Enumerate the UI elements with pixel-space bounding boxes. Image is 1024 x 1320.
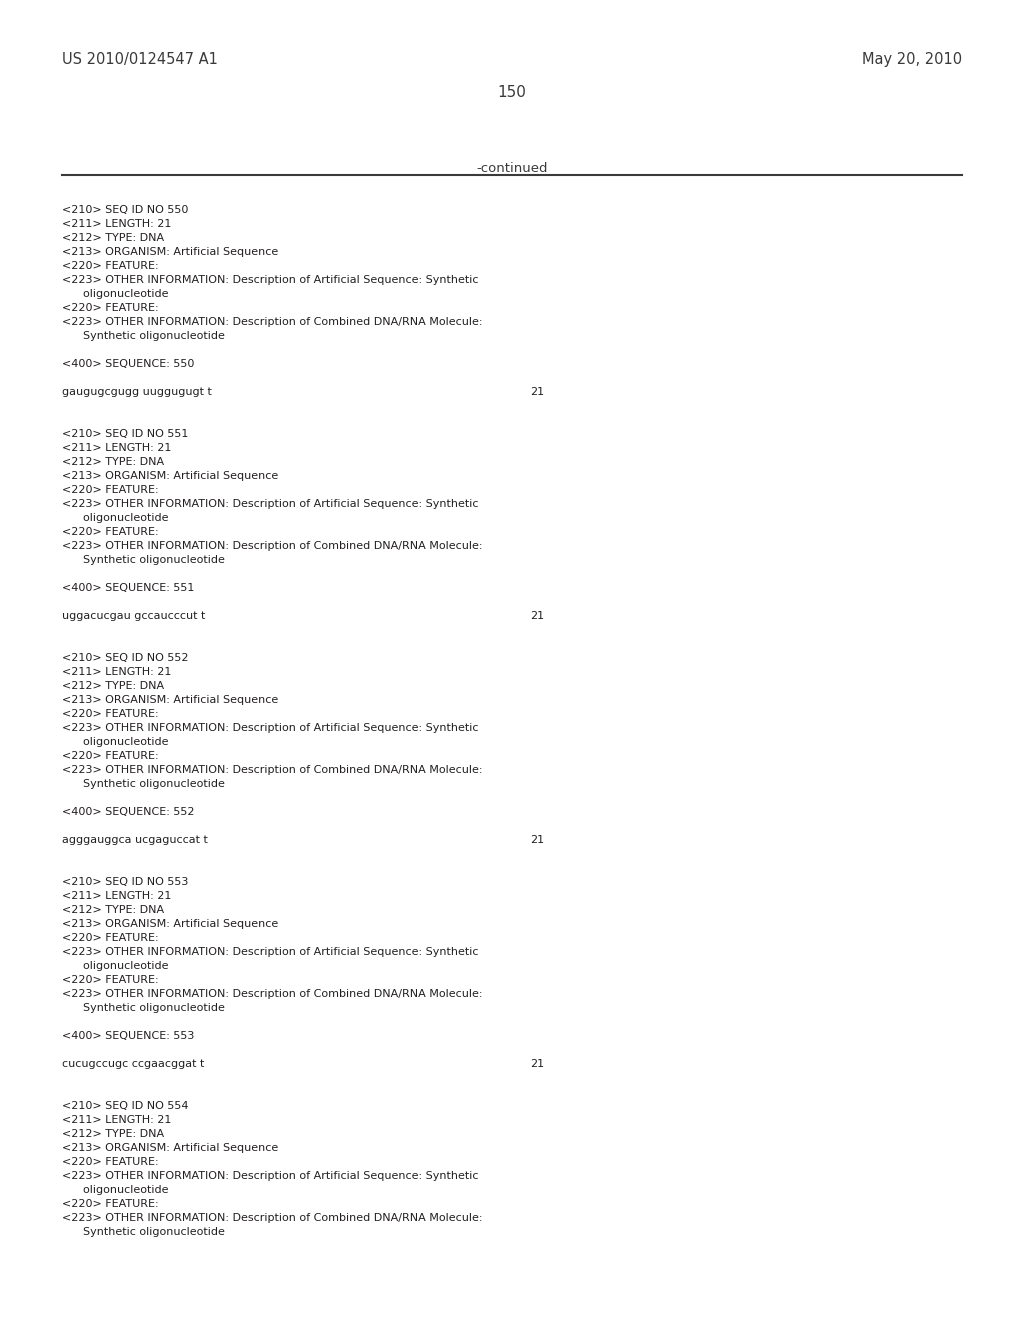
Text: oligonucleotide: oligonucleotide bbox=[62, 1185, 169, 1195]
Text: oligonucleotide: oligonucleotide bbox=[62, 961, 169, 972]
Text: <212> TYPE: DNA: <212> TYPE: DNA bbox=[62, 1129, 164, 1139]
Text: <213> ORGANISM: Artificial Sequence: <213> ORGANISM: Artificial Sequence bbox=[62, 1143, 279, 1152]
Text: <223> OTHER INFORMATION: Description of Artificial Sequence: Synthetic: <223> OTHER INFORMATION: Description of … bbox=[62, 1171, 478, 1181]
Text: <211> LENGTH: 21: <211> LENGTH: 21 bbox=[62, 1115, 171, 1125]
Text: <223> OTHER INFORMATION: Description of Combined DNA/RNA Molecule:: <223> OTHER INFORMATION: Description of … bbox=[62, 1213, 482, 1224]
Text: <220> FEATURE:: <220> FEATURE: bbox=[62, 484, 159, 495]
Text: <210> SEQ ID NO 552: <210> SEQ ID NO 552 bbox=[62, 653, 188, 663]
Text: Synthetic oligonucleotide: Synthetic oligonucleotide bbox=[62, 331, 225, 341]
Text: <210> SEQ ID NO 553: <210> SEQ ID NO 553 bbox=[62, 876, 188, 887]
Text: <212> TYPE: DNA: <212> TYPE: DNA bbox=[62, 681, 164, 690]
Text: <220> FEATURE:: <220> FEATURE: bbox=[62, 1199, 159, 1209]
Text: <213> ORGANISM: Artificial Sequence: <213> ORGANISM: Artificial Sequence bbox=[62, 247, 279, 257]
Text: <223> OTHER INFORMATION: Description of Combined DNA/RNA Molecule:: <223> OTHER INFORMATION: Description of … bbox=[62, 989, 482, 999]
Text: <223> OTHER INFORMATION: Description of Combined DNA/RNA Molecule:: <223> OTHER INFORMATION: Description of … bbox=[62, 317, 482, 327]
Text: <211> LENGTH: 21: <211> LENGTH: 21 bbox=[62, 444, 171, 453]
Text: US 2010/0124547 A1: US 2010/0124547 A1 bbox=[62, 51, 218, 67]
Text: <211> LENGTH: 21: <211> LENGTH: 21 bbox=[62, 667, 171, 677]
Text: <212> TYPE: DNA: <212> TYPE: DNA bbox=[62, 234, 164, 243]
Text: <213> ORGANISM: Artificial Sequence: <213> ORGANISM: Artificial Sequence bbox=[62, 696, 279, 705]
Text: cucugccugc ccgaacggat t: cucugccugc ccgaacggat t bbox=[62, 1059, 205, 1069]
Text: <223> OTHER INFORMATION: Description of Combined DNA/RNA Molecule:: <223> OTHER INFORMATION: Description of … bbox=[62, 541, 482, 550]
Text: May 20, 2010: May 20, 2010 bbox=[862, 51, 962, 67]
Text: uggacucgau gccaucccut t: uggacucgau gccaucccut t bbox=[62, 611, 206, 620]
Text: 150: 150 bbox=[498, 84, 526, 100]
Text: <211> LENGTH: 21: <211> LENGTH: 21 bbox=[62, 219, 171, 228]
Text: Synthetic oligonucleotide: Synthetic oligonucleotide bbox=[62, 779, 225, 789]
Text: agggauggca ucgaguccat t: agggauggca ucgaguccat t bbox=[62, 836, 208, 845]
Text: 21: 21 bbox=[530, 611, 544, 620]
Text: <220> FEATURE:: <220> FEATURE: bbox=[62, 261, 159, 271]
Text: oligonucleotide: oligonucleotide bbox=[62, 737, 169, 747]
Text: gaugugcgugg uuggugugt t: gaugugcgugg uuggugugt t bbox=[62, 387, 212, 397]
Text: <211> LENGTH: 21: <211> LENGTH: 21 bbox=[62, 891, 171, 902]
Text: 21: 21 bbox=[530, 1059, 544, 1069]
Text: oligonucleotide: oligonucleotide bbox=[62, 513, 169, 523]
Text: 21: 21 bbox=[530, 387, 544, 397]
Text: Synthetic oligonucleotide: Synthetic oligonucleotide bbox=[62, 1228, 225, 1237]
Text: <213> ORGANISM: Artificial Sequence: <213> ORGANISM: Artificial Sequence bbox=[62, 471, 279, 480]
Text: <210> SEQ ID NO 551: <210> SEQ ID NO 551 bbox=[62, 429, 188, 440]
Text: <212> TYPE: DNA: <212> TYPE: DNA bbox=[62, 906, 164, 915]
Text: <220> FEATURE:: <220> FEATURE: bbox=[62, 709, 159, 719]
Text: <400> SEQUENCE: 550: <400> SEQUENCE: 550 bbox=[62, 359, 195, 370]
Text: oligonucleotide: oligonucleotide bbox=[62, 289, 169, 300]
Text: <220> FEATURE:: <220> FEATURE: bbox=[62, 933, 159, 942]
Text: <212> TYPE: DNA: <212> TYPE: DNA bbox=[62, 457, 164, 467]
Text: <223> OTHER INFORMATION: Description of Artificial Sequence: Synthetic: <223> OTHER INFORMATION: Description of … bbox=[62, 275, 478, 285]
Text: <400> SEQUENCE: 553: <400> SEQUENCE: 553 bbox=[62, 1031, 195, 1041]
Text: <220> FEATURE:: <220> FEATURE: bbox=[62, 304, 159, 313]
Text: <223> OTHER INFORMATION: Description of Combined DNA/RNA Molecule:: <223> OTHER INFORMATION: Description of … bbox=[62, 766, 482, 775]
Text: <223> OTHER INFORMATION: Description of Artificial Sequence: Synthetic: <223> OTHER INFORMATION: Description of … bbox=[62, 723, 478, 733]
Text: <220> FEATURE:: <220> FEATURE: bbox=[62, 975, 159, 985]
Text: <210> SEQ ID NO 550: <210> SEQ ID NO 550 bbox=[62, 205, 188, 215]
Text: <400> SEQUENCE: 552: <400> SEQUENCE: 552 bbox=[62, 807, 195, 817]
Text: Synthetic oligonucleotide: Synthetic oligonucleotide bbox=[62, 1003, 225, 1012]
Text: <220> FEATURE:: <220> FEATURE: bbox=[62, 751, 159, 762]
Text: -continued: -continued bbox=[476, 162, 548, 176]
Text: 21: 21 bbox=[530, 836, 544, 845]
Text: <213> ORGANISM: Artificial Sequence: <213> ORGANISM: Artificial Sequence bbox=[62, 919, 279, 929]
Text: Synthetic oligonucleotide: Synthetic oligonucleotide bbox=[62, 554, 225, 565]
Text: <220> FEATURE:: <220> FEATURE: bbox=[62, 527, 159, 537]
Text: <210> SEQ ID NO 554: <210> SEQ ID NO 554 bbox=[62, 1101, 188, 1111]
Text: <220> FEATURE:: <220> FEATURE: bbox=[62, 1158, 159, 1167]
Text: <223> OTHER INFORMATION: Description of Artificial Sequence: Synthetic: <223> OTHER INFORMATION: Description of … bbox=[62, 499, 478, 510]
Text: <223> OTHER INFORMATION: Description of Artificial Sequence: Synthetic: <223> OTHER INFORMATION: Description of … bbox=[62, 946, 478, 957]
Text: <400> SEQUENCE: 551: <400> SEQUENCE: 551 bbox=[62, 583, 195, 593]
